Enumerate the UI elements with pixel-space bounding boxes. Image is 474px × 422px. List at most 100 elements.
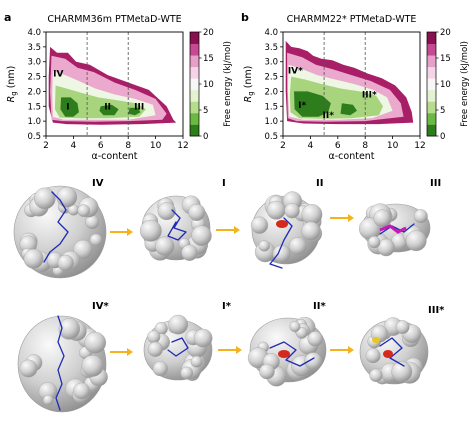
- structure-iii-star-highlight-yellow: [372, 337, 380, 343]
- chart-b-contours: [285, 40, 414, 125]
- structure-ii-star-highlight: [278, 350, 290, 358]
- structure-label-ii: II: [316, 178, 324, 189]
- structure-iii-star-lump-13: [391, 361, 413, 383]
- chart-a-xtick-label-0: 2: [43, 141, 49, 151]
- chart-a-colorbar-seg-2: [190, 101, 199, 114]
- chart-a-colorbar-tick-label-3: 15: [203, 54, 214, 64]
- structure-i-star-lump-13: [147, 330, 161, 344]
- structure-iv-chain: [43, 191, 69, 263]
- chart-b-colorbar-seg-3: [427, 89, 436, 102]
- structure-iv-lump-13: [23, 248, 44, 269]
- chart-a-xtick-label-5: 12: [177, 141, 188, 151]
- chart-b-contour-level-0-4: [294, 91, 331, 117]
- structure-i-star-chain: [167, 337, 189, 357]
- arrow-row2-3-head: [348, 346, 354, 354]
- chart-a-colorbar-seg-7: [190, 43, 199, 56]
- structures-panel: IV I II III IV* I* II* III*: [0, 170, 474, 418]
- chart-a-colorbar-tick-label-1: 5: [203, 106, 208, 116]
- chart-b-state-label-3: III*: [362, 90, 377, 100]
- panel-a: a CHARMM36m PTMetaD-WTE IV I II III 2 4 6 8 10 12 α-…: [0, 0, 237, 170]
- chart-a-ytick-label-0: 0.5: [27, 132, 41, 142]
- chart-a-ytick-label-1: 1.0: [27, 117, 41, 127]
- structure-i-lump-10: [155, 236, 175, 256]
- chart-a-xtick-label-2: 6: [98, 141, 104, 151]
- structure-iv-lump-20: [33, 187, 56, 210]
- chart-a-ytick-label-3: 2.0: [27, 87, 41, 97]
- structure-label-iii-star: III*: [428, 305, 445, 316]
- chart-b-ytick-label-3: 2.0: [264, 87, 278, 97]
- structure-ii-lump-12: [284, 203, 300, 219]
- structure-iii-star-highlight-red: [383, 350, 393, 358]
- chart-b-xtick-label-1: 4: [308, 141, 314, 151]
- structure-i-star: [143, 314, 213, 382]
- structure-ii-star-lump-16: [259, 363, 275, 380]
- chart-b-frame: [282, 31, 421, 137]
- chart-a-contours: [48, 46, 177, 125]
- structure-iv-lump-18: [57, 254, 74, 272]
- structure-label-iv-star: IV*: [92, 301, 109, 312]
- structure-iv-star-lump-11: [42, 394, 54, 406]
- chart-b-state-label-1: I*: [298, 101, 306, 111]
- structure-iii-star-lump-8: [395, 320, 410, 335]
- structure-iv-star-chain: [55, 315, 65, 411]
- structure-ii-lump-15: [258, 240, 270, 252]
- chart-a-frame: [45, 31, 184, 137]
- structure-iv-star-lump-19: [19, 359, 38, 378]
- chart-b-contour-level-0-5: [340, 103, 357, 116]
- structure-i-lump-9: [191, 225, 212, 246]
- chart-b-xlabel: α-content: [328, 151, 374, 162]
- chart-b-ytick-label-4: 2.5: [264, 73, 278, 83]
- chart-a-state-label-0: IV: [53, 70, 63, 80]
- chart-b-xtick-label-2: 6: [335, 141, 341, 151]
- chart-a-colorbar-seg-4: [190, 78, 199, 91]
- chart-a-colorbar-tick-label-2: 10: [203, 80, 214, 90]
- chart-b-xtick-label-4: 10: [387, 141, 399, 151]
- chart-a-ytick-label-5: 3.0: [27, 58, 41, 68]
- structure-i-lump-11: [157, 202, 176, 221]
- structure-iv-lump-21: [89, 233, 103, 247]
- structure-iii-chain: [379, 223, 415, 235]
- structure-label-i-star: I*: [222, 301, 231, 312]
- structure-iv: [13, 185, 107, 279]
- chart-b-ylabel: Rg (nm): [243, 66, 255, 103]
- chart-b-xtick-label-0: 2: [280, 141, 286, 151]
- arrow-row2-2-head: [236, 346, 242, 354]
- structure-iii-star-chain: [379, 337, 405, 367]
- structure-iv-lump-1: [73, 239, 93, 260]
- chart-b-colorbar-tick-label-0: 0: [440, 132, 445, 142]
- structure-iii-lump-11: [373, 209, 392, 227]
- structure-label-ii-star: II*: [313, 301, 326, 312]
- structure-ii-lump-9: [266, 200, 286, 220]
- chart-a-ylabel: Rg (nm): [6, 66, 18, 103]
- chart-b-ytick-label-5: 3.0: [264, 58, 278, 68]
- panel-b: b CHARMM22* PTMetaD-WTE IV* I* II* III* 2 4 6 8 10…: [237, 0, 474, 170]
- structure-i-star-lump-7: [180, 366, 194, 380]
- structure-ii-lump-7: [250, 216, 269, 234]
- structure-i-chain: [167, 209, 187, 241]
- structure-i-star-lump-6: [190, 355, 203, 368]
- chart-b-colorbar-label: Free energy (kJ/mol): [460, 41, 470, 127]
- chart-a-contour-level-0-6: [128, 107, 141, 116]
- structure-ii: [250, 191, 323, 265]
- chart-b-state-label-2: II*: [323, 111, 335, 121]
- structure-iv-star-lump-13: [58, 318, 81, 340]
- structure-ii-chain: [269, 217, 293, 269]
- structure-iv-star: [17, 315, 108, 413]
- structure-iii-highlight: [379, 224, 407, 234]
- chart-a-colorbar-tick-label-0: 0: [203, 132, 208, 142]
- chart-b-xtick-label-5: 12: [414, 141, 425, 151]
- chart-a-colorbar-seg-5: [190, 66, 199, 79]
- chart-a-state-label-1: I: [66, 102, 69, 112]
- chart-a-title: CHARMM36m PTMetaD-WTE: [47, 14, 181, 25]
- structure-ii-lump-14: [301, 221, 321, 241]
- chart-b-colorbar-seg-6: [427, 55, 436, 68]
- chart-b-ytick-label-1: 1.0: [264, 117, 278, 127]
- chart-a-colorbar-label: Free energy (kJ/mol): [223, 41, 233, 127]
- structure-i-lump-15: [188, 203, 206, 221]
- structure-ii-star-chain: [269, 341, 315, 367]
- chart-a-panel-letter: a: [4, 11, 11, 24]
- chart-a-contour-level-0-5: [99, 104, 119, 116]
- chart-b-colorbar-seg-7: [427, 43, 436, 56]
- chart-b-colorbar-seg-0: [427, 124, 436, 137]
